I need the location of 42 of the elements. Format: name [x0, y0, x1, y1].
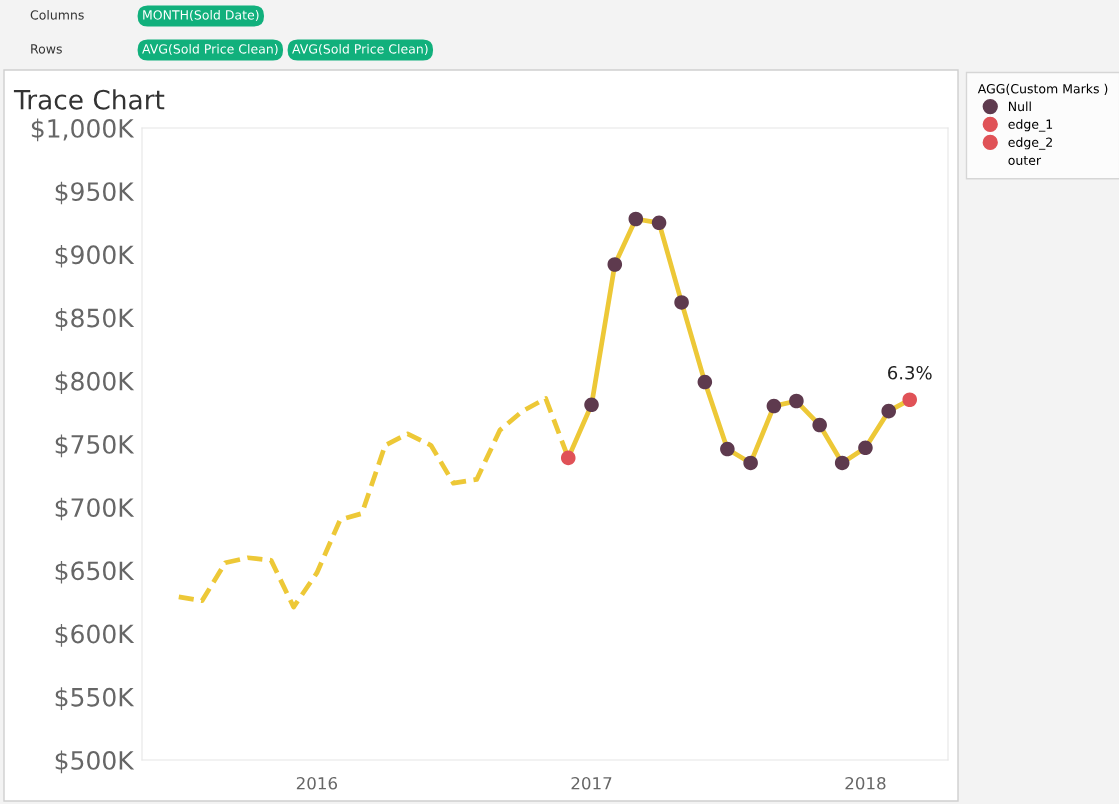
text: Rows	[31, 44, 62, 54]
y-tick-label: $650K	[55, 560, 135, 584]
y-tick-label: $750K	[55, 434, 135, 458]
legend-title: AGG(Custom Marks )	[977, 83, 1108, 95]
y-tick-label: $550K	[55, 687, 135, 710]
point	[902, 392, 918, 408]
point	[584, 397, 599, 413]
y-tick-label: $700K	[55, 497, 135, 521]
point	[858, 440, 873, 456]
point	[881, 403, 896, 419]
point	[697, 374, 713, 390]
point	[812, 417, 827, 433]
text: AVG(Sold Price Clean)	[142, 43, 278, 56]
y-tick-label: $800K	[55, 371, 135, 394]
text: outer	[1008, 156, 1042, 166]
y-tick-label: $850K	[55, 308, 135, 331]
y-tick-label: $900K	[55, 244, 135, 268]
point	[789, 393, 804, 409]
y-tick-label: $600K	[55, 624, 135, 647]
x-tick-label: 2018	[845, 776, 886, 790]
x-tick-label: 2016	[296, 776, 338, 790]
point	[674, 295, 689, 310]
point	[766, 398, 782, 414]
text: Columns	[30, 9, 84, 20]
text: MONTH(Sold Date)	[143, 9, 259, 22]
chart-title: Trace Chart	[13, 89, 165, 110]
y-tick-label: $500K	[55, 750, 135, 774]
point	[720, 441, 735, 457]
point	[628, 211, 644, 227]
y-tick-label: $1,000K	[31, 118, 135, 142]
point	[651, 215, 667, 231]
annotation: 6.3%	[888, 365, 932, 380]
legend-label: edge_1	[1008, 119, 1053, 132]
y-tick-label: $950K	[55, 181, 135, 205]
point	[743, 455, 758, 471]
point	[834, 455, 850, 471]
point	[607, 257, 623, 272]
x-tick-label: 2017	[571, 776, 612, 790]
legend-label: edge_2	[1008, 137, 1052, 150]
text: AVG(Sold Price Clean)	[292, 43, 428, 56]
point	[560, 450, 576, 466]
legend-label: Null	[1008, 101, 1031, 112]
